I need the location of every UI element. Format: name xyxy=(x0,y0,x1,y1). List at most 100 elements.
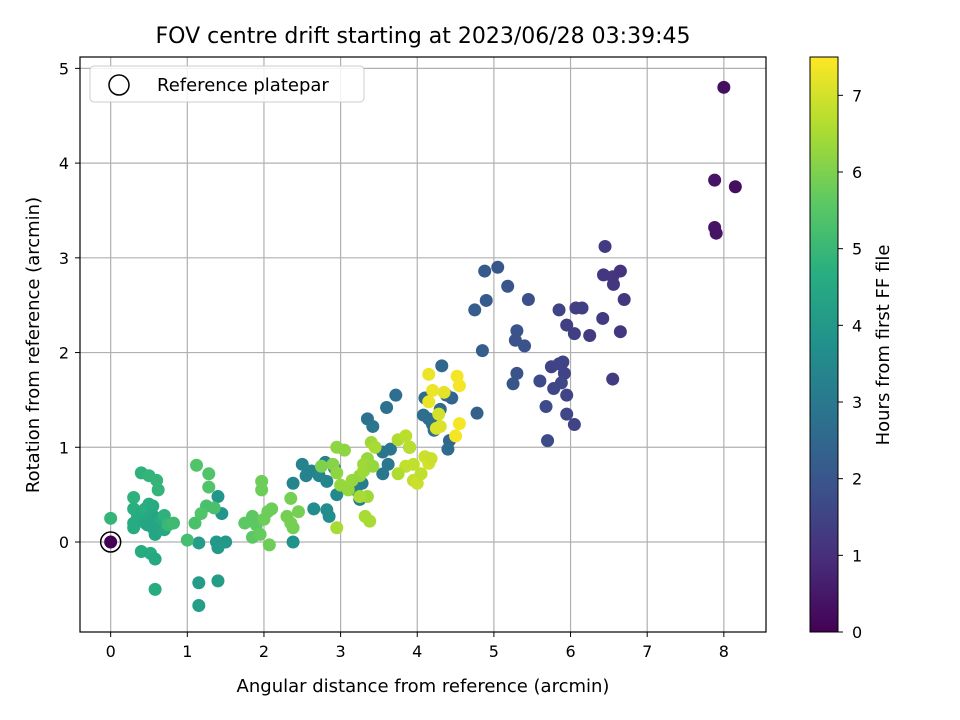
data-point xyxy=(613,325,627,339)
colorbar-tick-label: 0 xyxy=(852,623,862,642)
data-point xyxy=(506,377,520,391)
y-axis-label: Rotation from reference (arcmin) xyxy=(23,197,44,493)
data-point xyxy=(148,552,162,566)
data-point xyxy=(470,406,484,420)
data-point xyxy=(127,490,141,504)
data-point xyxy=(291,505,305,519)
data-points xyxy=(104,80,742,612)
data-point xyxy=(192,576,206,590)
colorbar-ticks: 0 1 2 3 4 5 6 7 xyxy=(838,86,862,642)
data-point xyxy=(547,382,561,396)
data-point xyxy=(194,507,208,521)
data-point xyxy=(380,400,394,414)
data-point xyxy=(286,476,300,490)
data-point xyxy=(452,417,466,431)
data-point xyxy=(433,419,447,433)
data-point xyxy=(422,367,436,381)
data-point xyxy=(314,459,328,473)
data-point xyxy=(617,293,631,307)
data-point xyxy=(596,311,610,325)
data-point xyxy=(709,226,723,240)
colorbar-tick-label: 7 xyxy=(852,86,862,105)
colorbar-tick-label: 2 xyxy=(852,470,862,489)
data-point xyxy=(330,521,344,535)
data-point xyxy=(322,509,336,523)
data-point xyxy=(286,521,300,535)
data-point xyxy=(389,388,403,402)
data-point xyxy=(295,457,309,471)
data-point xyxy=(337,443,351,457)
data-point xyxy=(567,327,581,341)
grid-lines xyxy=(80,57,766,632)
data-point xyxy=(190,458,204,472)
data-point xyxy=(560,388,574,402)
colorbar-tick-label: 5 xyxy=(852,240,862,259)
data-point xyxy=(717,80,731,94)
x-tick-label: 8 xyxy=(719,642,729,661)
data-point xyxy=(575,301,589,315)
data-point xyxy=(307,502,321,516)
data-point xyxy=(560,407,574,421)
data-point xyxy=(188,516,202,530)
data-point xyxy=(544,360,558,374)
x-tick-label: 4 xyxy=(412,642,422,661)
data-point xyxy=(435,359,449,373)
data-point xyxy=(358,509,372,523)
data-point xyxy=(167,516,181,530)
data-point xyxy=(606,277,620,291)
reference-marker xyxy=(99,531,122,553)
data-point xyxy=(391,467,405,481)
data-point xyxy=(728,180,742,194)
data-point xyxy=(192,536,206,550)
x-axis-label: Angular distance from reference (arcmin) xyxy=(237,676,610,697)
data-point xyxy=(533,374,547,388)
data-point xyxy=(104,511,118,525)
data-point xyxy=(539,400,553,414)
data-point xyxy=(518,339,532,353)
data-point xyxy=(299,469,313,483)
data-point xyxy=(424,452,438,466)
data-point xyxy=(253,527,267,541)
reference-marker-group xyxy=(99,531,122,553)
data-point xyxy=(432,407,446,421)
x-tick-label: 5 xyxy=(489,642,499,661)
data-point xyxy=(567,418,581,432)
data-point xyxy=(211,574,225,588)
data-point xyxy=(479,293,493,307)
data-point xyxy=(148,582,162,596)
data-point xyxy=(468,303,482,317)
data-point xyxy=(478,264,492,278)
data-point xyxy=(491,260,505,274)
y-axis-ticks: 0 1 2 3 4 5 xyxy=(59,59,80,552)
x-axis-ticks: 0 1 2 3 4 5 6 7 8 xyxy=(106,632,729,661)
x-tick-label: 3 xyxy=(336,642,346,661)
data-point xyxy=(560,318,574,332)
data-point xyxy=(265,502,279,516)
data-point xyxy=(598,239,612,253)
data-point xyxy=(180,533,194,547)
data-point xyxy=(510,366,524,380)
colorbar: 0 1 2 3 4 5 6 7 Hours from first FF file xyxy=(809,56,894,642)
colorbar-tick-label: 4 xyxy=(852,316,862,335)
data-point xyxy=(426,383,440,397)
data-point xyxy=(192,598,206,612)
data-point xyxy=(104,535,118,549)
legend: Reference platepar xyxy=(89,65,365,103)
data-point xyxy=(441,442,455,456)
data-point xyxy=(403,440,417,454)
data-point xyxy=(422,412,436,426)
legend-entry-label: Reference platepar xyxy=(157,75,329,96)
data-point xyxy=(151,483,165,497)
x-tick-label: 0 xyxy=(106,642,116,661)
data-point xyxy=(475,344,489,358)
data-point xyxy=(127,521,141,535)
data-point xyxy=(437,385,451,399)
data-point xyxy=(202,467,216,481)
x-tick-label: 2 xyxy=(259,642,269,661)
data-point xyxy=(366,459,380,473)
data-point xyxy=(541,434,555,448)
data-point xyxy=(353,490,367,504)
data-point xyxy=(449,429,463,443)
colorbar-gradient xyxy=(809,56,839,633)
